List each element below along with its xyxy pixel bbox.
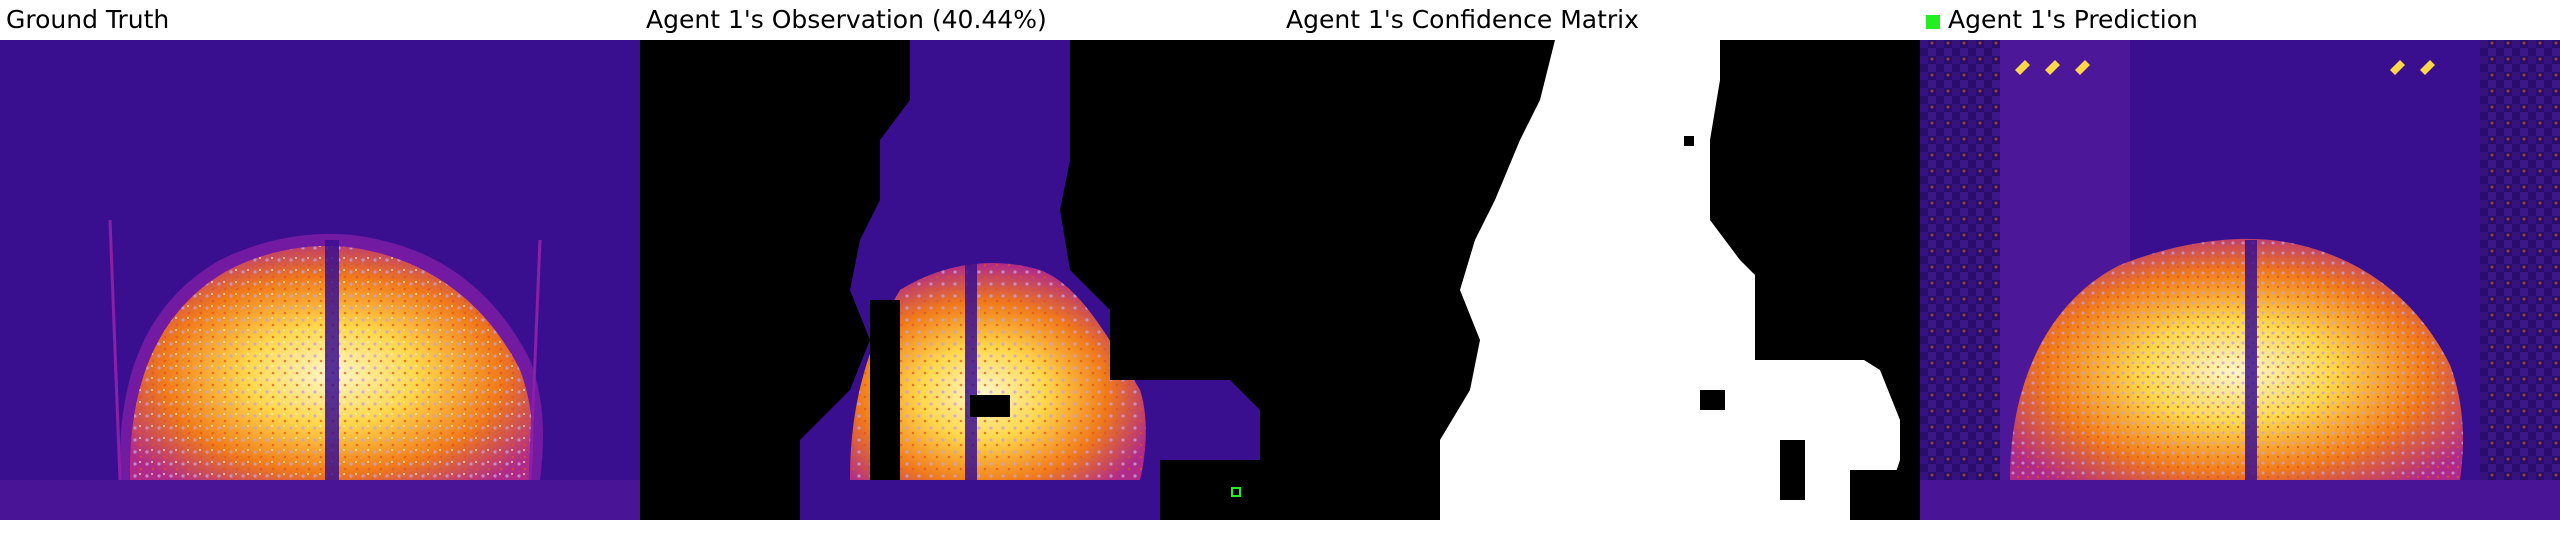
observation-marker xyxy=(1231,487,1241,497)
prediction-title-text: Agent 1's Prediction xyxy=(1948,5,2198,34)
observation-thermal xyxy=(640,40,1280,520)
panel-prediction: Agent 1's Prediction xyxy=(1920,0,2560,560)
prediction-title: Agent 1's Prediction xyxy=(1926,2,2198,38)
confidence-mask xyxy=(1280,40,1920,520)
confidence-title: Agent 1's Confidence Matrix xyxy=(1286,5,1639,34)
ground-truth-thermal xyxy=(0,40,640,520)
prediction-thermal xyxy=(1920,40,2560,520)
ground-truth-image xyxy=(0,40,640,520)
ground-truth-title: Ground Truth xyxy=(6,5,170,34)
panel-observation: Agent 1's Observation (40.44%) xyxy=(640,0,1280,560)
prediction-image xyxy=(1920,40,2560,520)
observation-title: Agent 1's Observation (40.44%) xyxy=(646,5,1047,34)
legend-swatch-icon xyxy=(1926,15,1940,29)
confidence-image xyxy=(1280,40,1920,520)
panel-ground-truth: Ground Truth xyxy=(0,0,640,560)
panel-confidence: Agent 1's Confidence Matrix xyxy=(1280,0,1920,560)
observation-image xyxy=(640,40,1280,520)
